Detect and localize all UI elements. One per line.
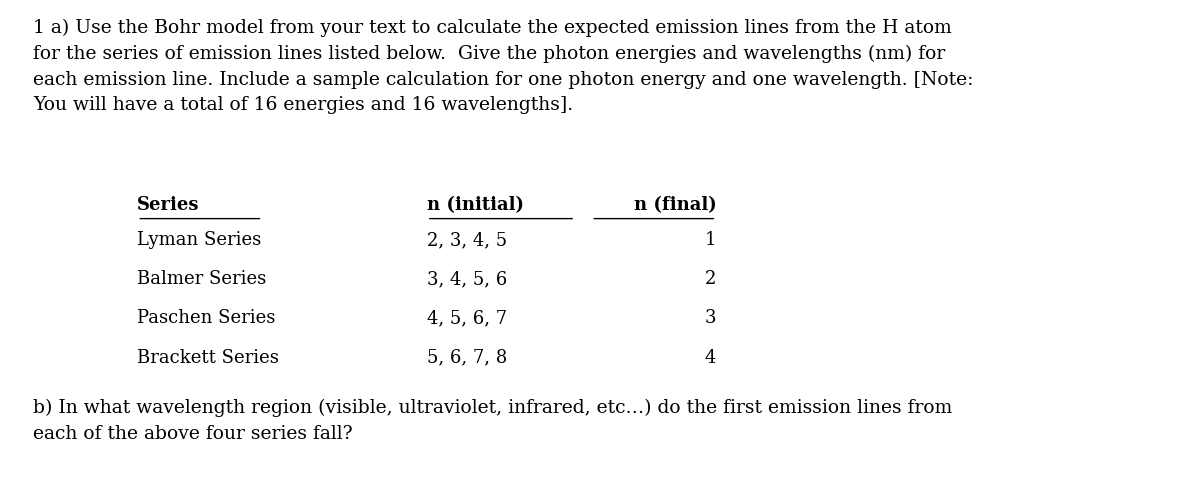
Text: Lyman Series: Lyman Series: [137, 231, 262, 249]
Text: Series: Series: [137, 196, 200, 214]
Text: 4: 4: [704, 349, 716, 367]
Text: Balmer Series: Balmer Series: [137, 270, 266, 288]
Text: n (final): n (final): [634, 196, 716, 214]
Text: Brackett Series: Brackett Series: [137, 349, 280, 367]
Text: 2, 3, 4, 5: 2, 3, 4, 5: [427, 231, 506, 249]
Text: 3: 3: [704, 309, 716, 327]
Text: n (initial): n (initial): [427, 196, 524, 214]
Text: 1: 1: [704, 231, 716, 249]
Text: b) In what wavelength region (visible, ultraviolet, infrared, etc…) do the first: b) In what wavelength region (visible, u…: [34, 399, 953, 443]
Text: Paschen Series: Paschen Series: [137, 309, 276, 327]
Text: 4, 5, 6, 7: 4, 5, 6, 7: [427, 309, 506, 327]
Text: 3, 4, 5, 6: 3, 4, 5, 6: [427, 270, 508, 288]
Text: 2: 2: [704, 270, 716, 288]
Text: 1 a) Use the Bohr model from your text to calculate the expected emission lines : 1 a) Use the Bohr model from your text t…: [34, 19, 973, 114]
Text: 5, 6, 7, 8: 5, 6, 7, 8: [427, 349, 508, 367]
